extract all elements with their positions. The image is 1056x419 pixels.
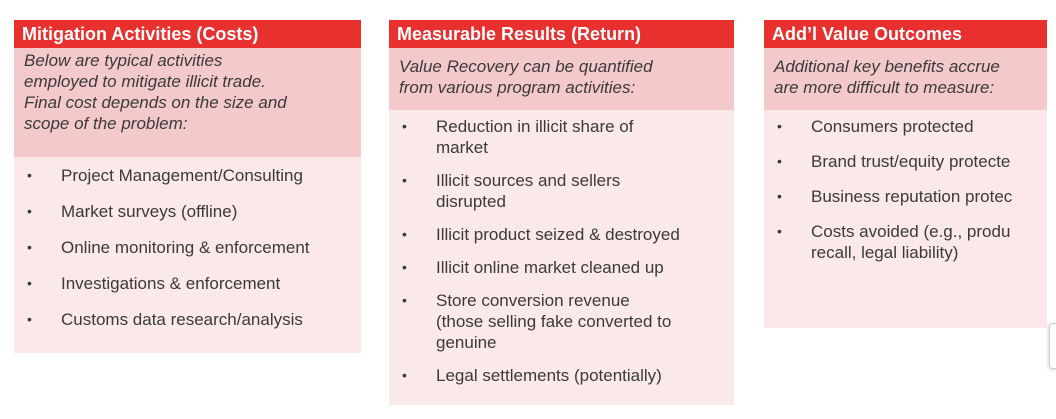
list-item-text: Project Management/Consulting (61, 166, 303, 185)
list-item-text: Brand trust/equity protecte (811, 152, 1011, 171)
measurable-results-list: • Reduction in illicit share of market • I… (389, 110, 734, 405)
bullet-icon: • (402, 259, 407, 275)
bullet-icon: • (27, 167, 32, 183)
bullet-icon: • (402, 172, 407, 188)
list-item: • Legal settlements (potentially) (389, 365, 734, 386)
list-item-text: Online monitoring & enforcement (61, 238, 310, 257)
measurable-results-card: Measurable Results (Return) Value Recove… (389, 20, 734, 405)
value-outcomes-title: Add’l Value Outcomes (764, 20, 1047, 48)
bullet-icon: • (777, 118, 782, 134)
list-item-text: Reduction in illicit share of market (436, 117, 634, 157)
list-item-text: Costs avoided (e.g., produ recall, legal… (811, 222, 1011, 262)
mitigation-activities-intro: Below are typical activities employed to… (14, 48, 361, 157)
list-item: • Investigations & enforcement (14, 273, 361, 294)
mitigation-activities-card: Mitigation Activities (Costs) Below are … (14, 20, 361, 353)
list-item: • Brand trust/equity protecte (764, 151, 1047, 172)
list-item: • Online monitoring & enforcement (14, 237, 361, 258)
list-item: • Business reputation protec (764, 186, 1047, 207)
list-item-text: Store conversion revenue (those selling … (436, 291, 672, 352)
side-panel-tab[interactable] (1049, 323, 1056, 369)
bullet-icon: • (777, 223, 782, 239)
list-item-text: Customs data research/analysis (61, 310, 303, 329)
list-item-text: Investigations & enforcement (61, 274, 281, 293)
bullet-icon: • (402, 292, 407, 308)
bullet-icon: • (27, 275, 32, 291)
list-item: • Market surveys (offline) (14, 201, 361, 222)
list-item: • Illicit product seized & destroyed (389, 224, 734, 245)
bullet-icon: • (27, 203, 32, 219)
value-outcomes-card: Add’l Value Outcomes Additional key bene… (764, 20, 1047, 328)
list-item-text: Legal settlements (potentially) (436, 366, 662, 385)
bullet-icon: • (402, 118, 407, 134)
bullet-icon: • (27, 311, 32, 327)
list-item-text: Market surveys (offline) (61, 202, 238, 221)
list-item: • Customs data research/analysis (14, 309, 361, 330)
list-item: • Consumers protected (764, 116, 1047, 137)
list-item-text: Illicit sources and sellers disrupted (436, 171, 621, 211)
measurable-results-intro: Value Recovery can be quantified from va… (389, 48, 734, 110)
mitigation-activities-list: • Project Management/Consulting • Market s… (14, 157, 361, 353)
bullet-icon: • (402, 226, 407, 242)
list-item-text: Consumers protected (811, 117, 974, 136)
bullet-icon: • (27, 239, 32, 255)
list-item: • Reduction in illicit share of market (389, 116, 734, 158)
list-item: • Project Management/Consulting (14, 165, 361, 186)
list-item: • Illicit sources and sellers disrupted (389, 170, 734, 212)
mitigation-activities-title: Mitigation Activities (Costs) (14, 20, 361, 48)
value-outcomes-list: • Consumers protected • Brand trust/equity… (764, 110, 1047, 328)
list-item-text: Business reputation protec (811, 187, 1013, 206)
bullet-icon: • (777, 188, 782, 204)
list-item-text: Illicit product seized & destroyed (436, 225, 680, 244)
value-outcomes-intro: Additional key benefits accrue are more … (764, 48, 1047, 110)
list-item-text: Illicit online market cleaned up (436, 258, 664, 277)
bullet-icon: • (402, 367, 407, 383)
list-item: • Costs avoided (e.g., produ recall, lega… (764, 221, 1047, 263)
list-item: • Illicit online market cleaned up (389, 257, 734, 278)
list-item: • Store conversion revenue (those selling… (389, 290, 734, 353)
bullet-icon: • (777, 153, 782, 169)
measurable-results-title: Measurable Results (Return) (389, 20, 734, 48)
